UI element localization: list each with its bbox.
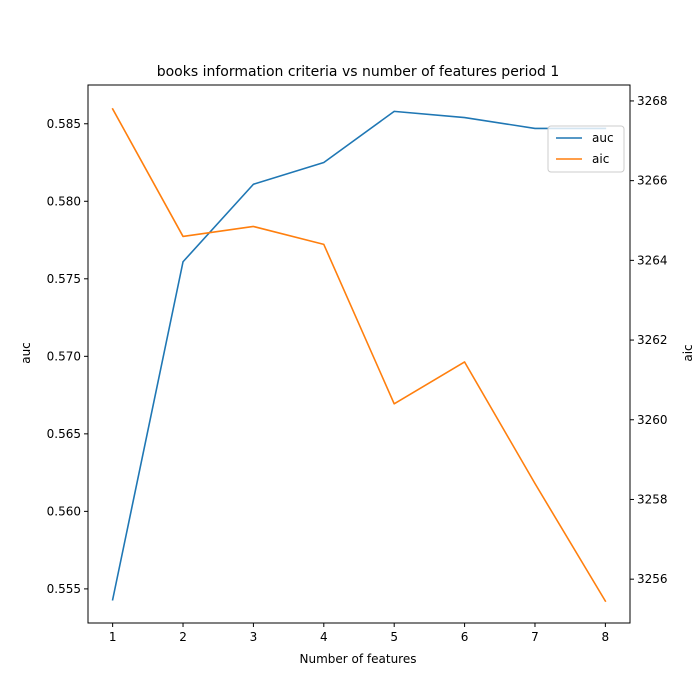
x-tick-label: 7: [531, 630, 539, 644]
y-left-tick-label: 0.565: [47, 427, 81, 441]
y-left-axis-label: auc: [19, 342, 33, 364]
y-left-tick-label: 0.570: [47, 349, 81, 363]
series-line-auc: [111, 110, 607, 601]
y-left-tick-label: 0.555: [47, 582, 81, 596]
series-line-aic: [111, 107, 607, 603]
x-tick-label: 4: [320, 630, 328, 644]
y-left-tick-label: 0.560: [47, 504, 81, 518]
legend-label-aic: aic: [592, 152, 609, 166]
y-right-tick-label: 3264: [637, 253, 668, 267]
y-right-axis-label: aic: [681, 344, 695, 361]
y-left-tick-label: 0.580: [47, 194, 81, 208]
x-tick-label: 8: [602, 630, 610, 644]
x-tick-label: 1: [109, 630, 117, 644]
y-right-tick-label: 3266: [637, 174, 668, 188]
chart-title: books information criteria vs number of …: [157, 64, 560, 80]
x-axis-label: Number of features: [300, 652, 417, 666]
y-right-tick-label: 3262: [637, 333, 668, 347]
x-tick-label: 6: [461, 630, 469, 644]
plot-layer: 1 2 3 4 5 6 7 8 0.555 0.560 0.565 0.570 0.575 0.580 0.…: [47, 84, 668, 644]
plot-frame: [87, 84, 631, 624]
x-tick-label: 3: [250, 630, 258, 644]
x-tick-label: 2: [179, 630, 187, 644]
x-tick-label: 5: [390, 630, 398, 644]
y-right-tick-label: 3268: [637, 94, 668, 108]
legend-label-auc: auc: [592, 131, 614, 145]
y-left-tick-label: 0.575: [47, 272, 81, 286]
y-right-tick-label: 3258: [637, 492, 668, 506]
y-right-tick-label: 3256: [637, 572, 668, 586]
y-left-tick-label: 0.585: [47, 117, 81, 131]
y-right-tick-label: 3260: [637, 413, 668, 427]
